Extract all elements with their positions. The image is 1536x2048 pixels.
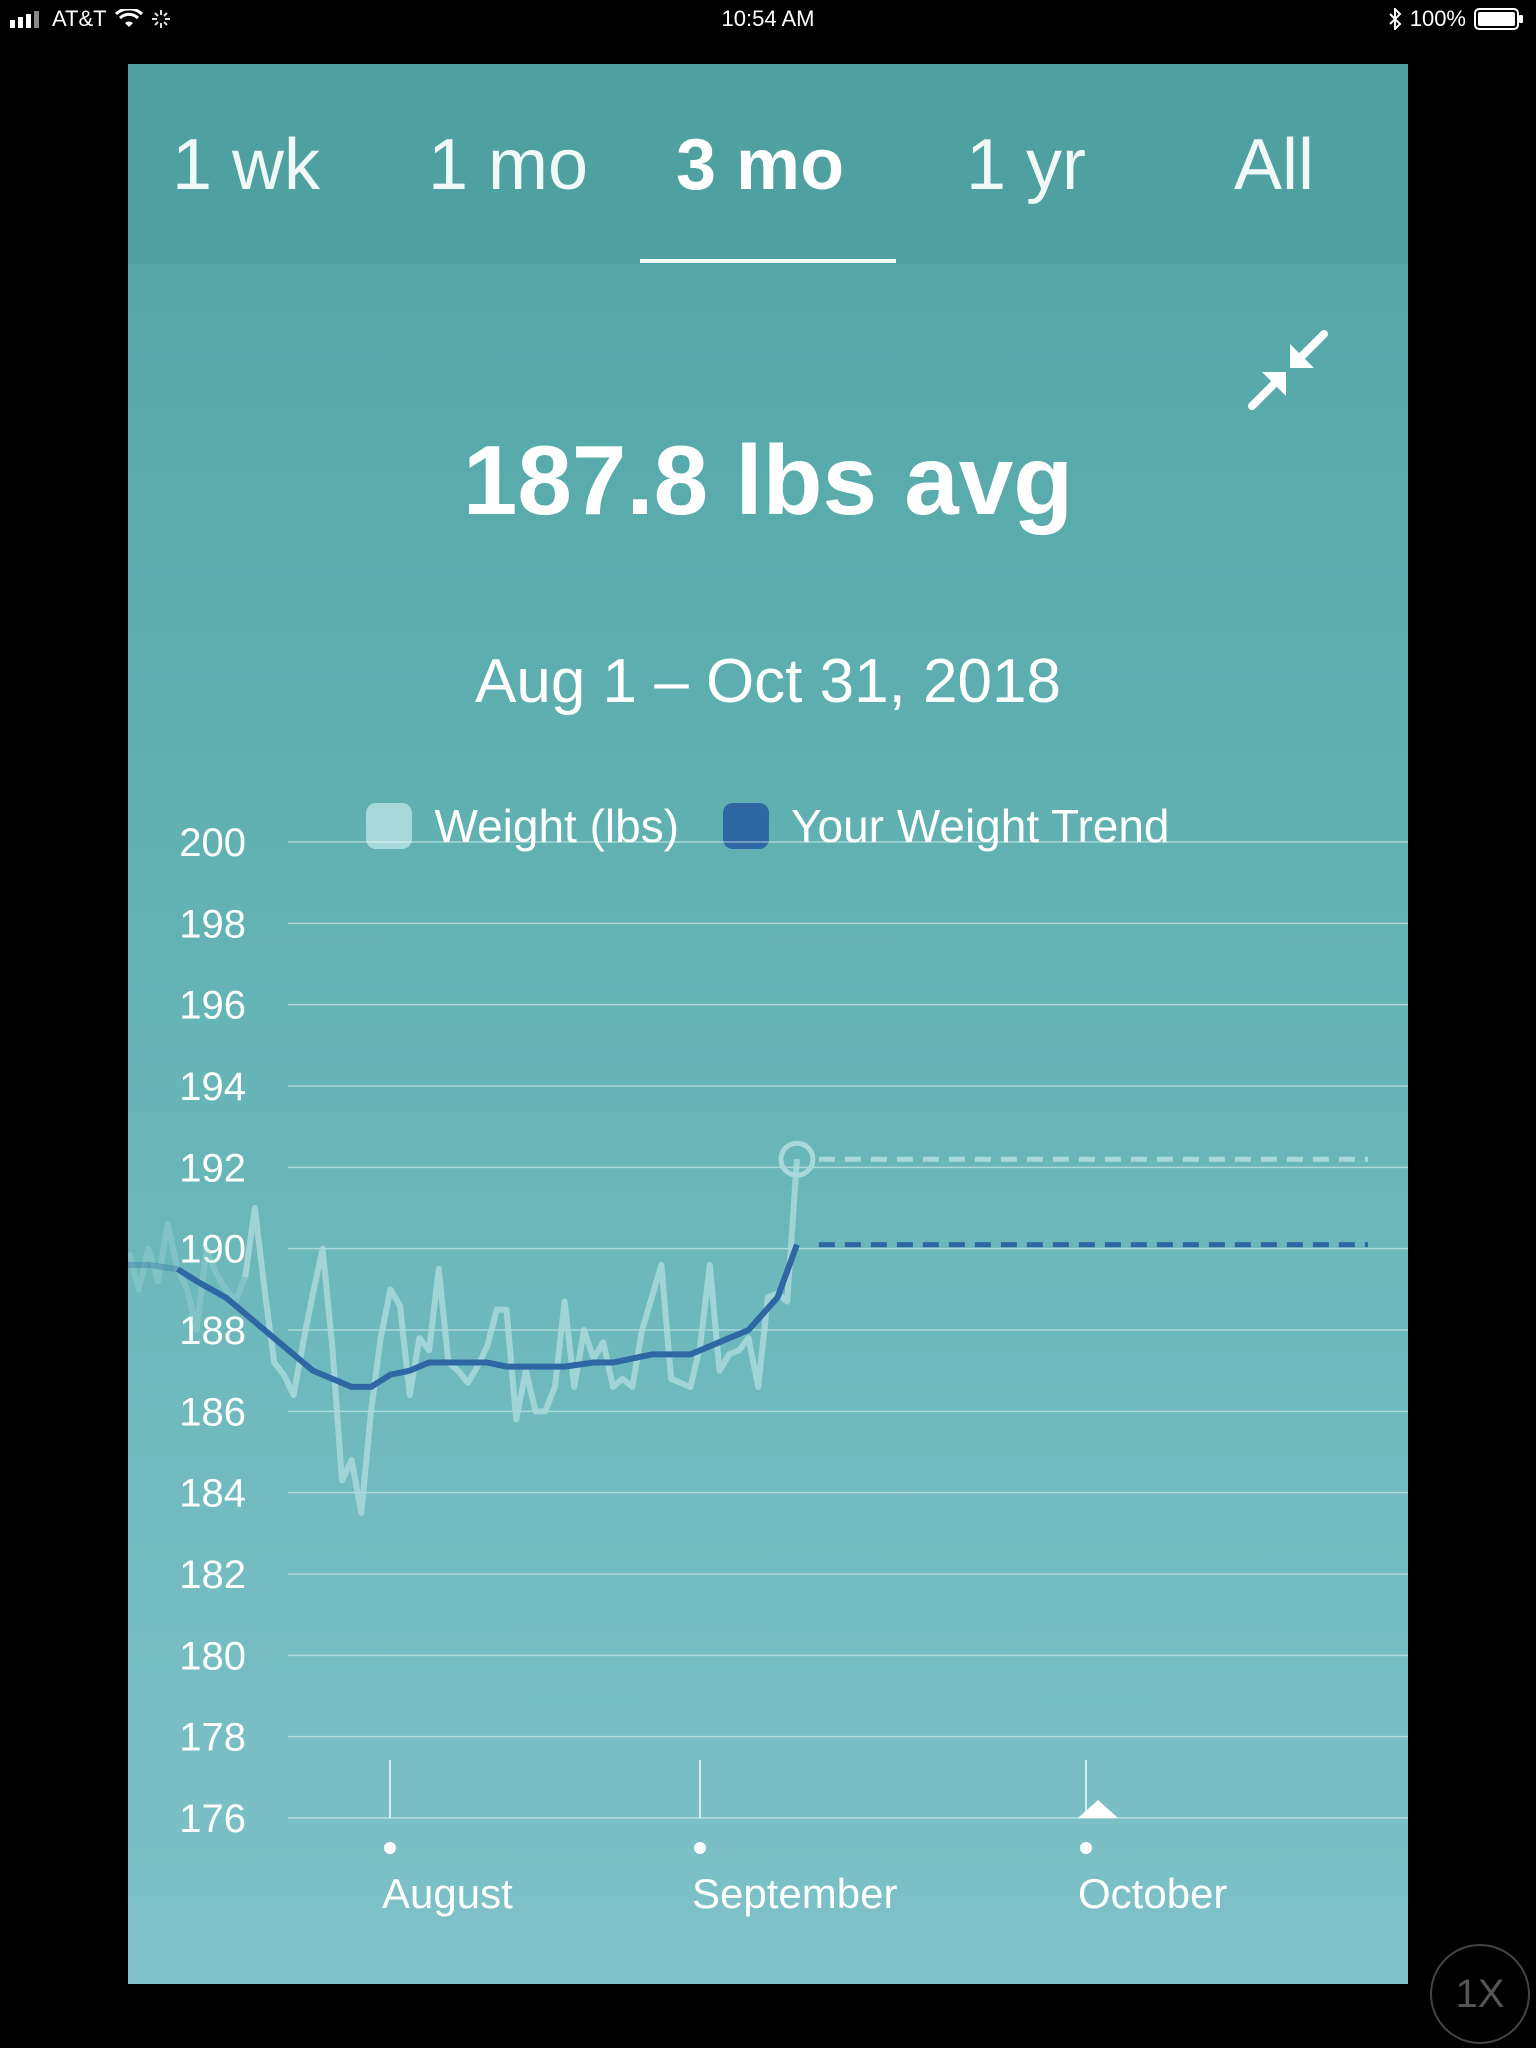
status-bar: AT&T 10:54 AM 100% [0, 0, 1536, 40]
active-tab-indicator [640, 259, 896, 263]
battery-percent: 100% [1409, 6, 1466, 31]
trend-line [175, 1243, 800, 1390]
y-tick-label: 196 [179, 984, 246, 1028]
y-tick-label: 180 [179, 1634, 246, 1678]
current-period-marker [1078, 1800, 1118, 1818]
y-tick-label: 198 [179, 902, 246, 946]
y-tick-label: 176 [179, 1797, 246, 1841]
collapse-icon[interactable] [1248, 330, 1328, 410]
trend-line-past [128, 1261, 178, 1272]
status-time: 10:54 AM [721, 6, 815, 31]
zoom-button[interactable]: 1X [1430, 1944, 1530, 2044]
latest-weight-point [778, 1140, 816, 1178]
tab-1-month[interactable]: 1 mo [428, 125, 589, 205]
chart-legend: Weight (lbs) Your Weight Trend [128, 799, 1408, 853]
x-tick-label: September [692, 1870, 897, 1917]
y-tick-label: 194 [179, 1065, 246, 1109]
x-tick-label: August [382, 1870, 513, 1917]
y-tick-label: 190 [179, 1228, 246, 1272]
average-weight: 187.8 lbs avg [462, 425, 1074, 535]
x-tick-label: October [1078, 1870, 1227, 1917]
activity-spinner-icon [151, 10, 170, 28]
y-tick-label: 184 [179, 1472, 246, 1516]
tab-1-year[interactable]: 1 yr [966, 125, 1087, 205]
y-tick-label: 188 [179, 1309, 246, 1353]
battery-icon [1474, 8, 1523, 30]
y-tick-label: 178 [179, 1716, 246, 1760]
y-tick-label: 192 [179, 1146, 246, 1190]
weight-panel: 1 wk 1 mo 3 mo 1 yr All 187.8 lbs avg Au… [128, 64, 1408, 1984]
legend-weight-swatch [366, 803, 413, 849]
x-tick-dot [1080, 1842, 1092, 1854]
y-tick-label: 186 [179, 1390, 246, 1434]
legend-trend-swatch [723, 803, 770, 849]
weight-line-past [128, 1221, 248, 1333]
weight-line [242, 1158, 800, 1516]
tab-all[interactable]: All [1234, 125, 1315, 205]
signal-icon [10, 11, 39, 28]
weight-chart[interactable]: 200198196194192190188186184182180178176J… [128, 64, 1408, 1984]
legend-trend-label: Your Weight Trend [791, 800, 1170, 852]
bluetooth-icon [1389, 8, 1402, 30]
wifi-icon [114, 9, 143, 27]
tab-1-week[interactable]: 1 wk [172, 125, 321, 205]
legend-trend: Your Weight Trend [723, 799, 1170, 853]
date-range: Aug 1 – Oct 31, 2018 [475, 647, 1061, 716]
legend-weight: Weight (lbs) [366, 799, 679, 853]
legend-weight-label: Weight (lbs) [434, 800, 680, 852]
range-tabs: 1 wk 1 mo 3 mo 1 yr All [128, 64, 1408, 264]
y-tick-label: 200 [179, 821, 246, 865]
x-tick-dot [384, 1842, 396, 1854]
carrier-label: AT&T [52, 6, 107, 31]
y-tick-label: 182 [179, 1553, 246, 1597]
x-tick-dot [694, 1842, 706, 1854]
tab-3-months[interactable]: 3 mo [676, 125, 845, 205]
